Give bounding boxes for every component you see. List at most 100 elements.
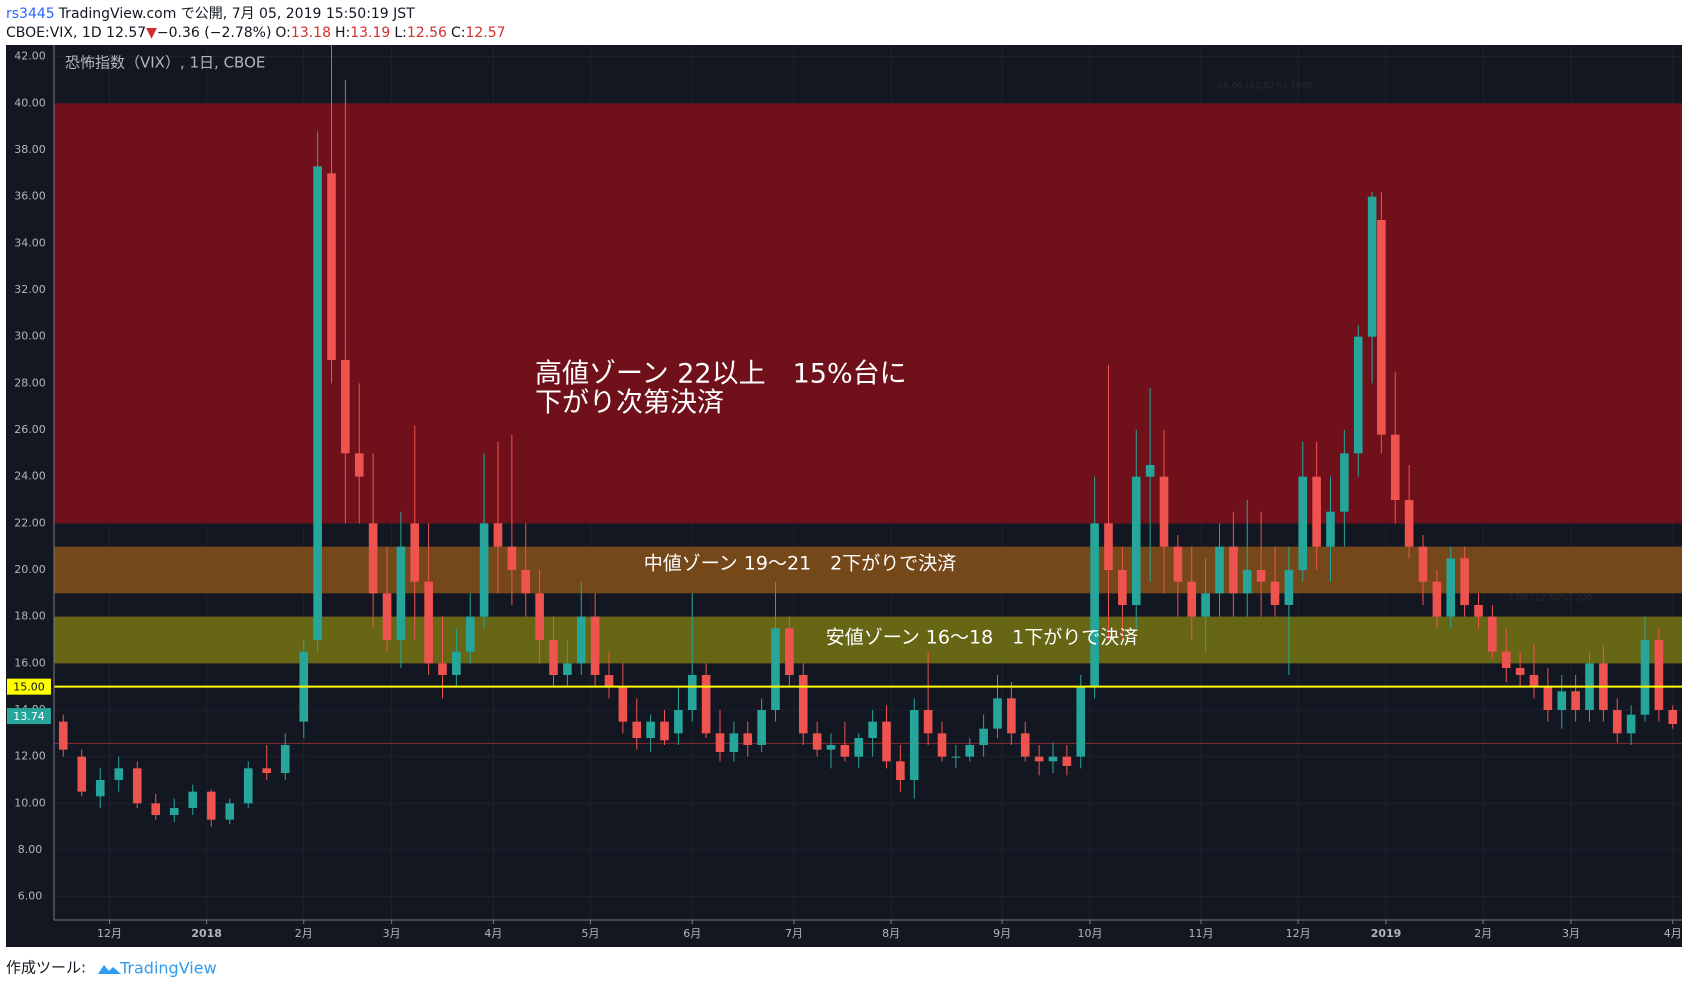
candle-body: [424, 581, 433, 664]
x-tick-label: 2018: [191, 927, 222, 940]
l-label: L:: [394, 25, 407, 41]
candle-body: [1460, 558, 1469, 605]
candle-body: [1557, 691, 1567, 710]
x-tick-label: 10月: [1078, 927, 1103, 940]
candle-body: [77, 756, 87, 792]
candle-body: [410, 523, 420, 582]
c-label: C:: [451, 25, 466, 41]
price-tag: [7, 708, 51, 725]
candle-body: [771, 628, 780, 710]
candle-body: [465, 616, 475, 652]
candle-body: [549, 640, 558, 675]
candle-body: [826, 745, 836, 750]
candle-body: [243, 768, 253, 804]
candle-body: [1571, 691, 1580, 710]
candle-body: [674, 710, 683, 734]
candle-body: [368, 523, 378, 594]
candle-body: [132, 768, 142, 804]
plot-layer: 6.008.0010.0012.0014.0016.0018.0020.0022…: [7, 45, 1682, 940]
candle-body: [313, 166, 322, 641]
candle-body: [1353, 336, 1363, 454]
symbol: CBOE:VIX, 1D 12.57: [6, 25, 146, 41]
measure-label: 2.00 (12.50%) 200: [1508, 594, 1593, 604]
zone: [54, 546, 1682, 594]
x-tick-label: 9月: [993, 927, 1011, 940]
x-tick-label: 2月: [1474, 927, 1492, 940]
candle-body: [1201, 593, 1210, 617]
candle-body: [452, 651, 461, 675]
candle-body: [854, 738, 864, 757]
candle-body: [757, 710, 766, 745]
zone-text: 高値ゾーン 22以上 15%台に: [535, 359, 907, 390]
candle-body: [1270, 581, 1280, 605]
candle-body: [923, 710, 933, 734]
price-tag-label: 15.00: [13, 681, 45, 694]
candle-body: [1654, 640, 1664, 710]
x-tick-label: 2月: [295, 927, 313, 940]
candle-body: [188, 791, 198, 808]
price-tag-label: 13.74: [13, 710, 45, 723]
candle-body: [1543, 686, 1553, 710]
arrow: ▼: [146, 25, 157, 41]
candle-body: [1501, 651, 1511, 668]
candle-body: [618, 686, 628, 722]
candle-body: [114, 768, 124, 780]
zone: [54, 103, 1682, 524]
candle-body: [1034, 756, 1044, 762]
x-tick-label: 12月: [97, 927, 122, 940]
x-tick-label: 4月: [1664, 927, 1682, 940]
x-tick-label: 11月: [1189, 927, 1214, 940]
candle-body: [1007, 698, 1016, 734]
candle-body: [1104, 523, 1113, 570]
candle-body: [1118, 570, 1127, 605]
candle-body: [743, 733, 753, 745]
x-tick-label: 12月: [1286, 927, 1311, 940]
candle-body: [687, 675, 697, 710]
candle-body: [1062, 756, 1072, 766]
x-tick-label: 8月: [882, 927, 900, 940]
candle-body: [95, 780, 105, 797]
o-value: 13.18: [291, 25, 331, 41]
candle-body: [882, 721, 891, 762]
candle-body: [604, 675, 614, 687]
measure-label: 18.00 (81.82%) 1800: [1217, 82, 1313, 92]
candle-body: [1404, 500, 1414, 547]
header-line1: rs3445 TradingView.com で公開, 7月 05, 2019 1…: [6, 6, 415, 22]
y-tick-label: 24.00: [14, 470, 46, 483]
candle-body: [479, 523, 489, 617]
zone-text: 中値ゾーン 19～21 2下がりで決済: [644, 553, 957, 575]
footer-brand[interactable]: TradingView: [119, 959, 217, 978]
y-tick-label: 34.00: [14, 236, 46, 249]
candle-body: [1312, 476, 1321, 547]
candle-body: [521, 570, 531, 594]
candle-body: [354, 453, 364, 477]
candle-body: [909, 710, 919, 780]
candle-body: [1020, 733, 1030, 757]
candle-body: [1640, 640, 1650, 715]
y-tick-label: 28.00: [14, 376, 46, 389]
candle-body: [660, 721, 669, 741]
brand-icon: [98, 965, 121, 974]
y-tick-label: 12.00: [14, 750, 46, 763]
candle-body: [1446, 558, 1456, 617]
candle-body: [1187, 581, 1197, 617]
candle-body: [937, 733, 947, 757]
candle-body: [979, 728, 988, 745]
candle-body: [1432, 581, 1442, 617]
candle-body: [1145, 465, 1155, 477]
price-tag: [7, 678, 51, 695]
candle-body: [438, 663, 447, 675]
y-tick-label: 20.00: [14, 563, 46, 576]
publish-info: TradingView.com で公開, 7月 05, 2019 15:50:1…: [58, 6, 415, 22]
y-tick-label: 38.00: [14, 143, 46, 156]
y-tick-label: 32.00: [14, 283, 46, 296]
candle-body: [1390, 434, 1400, 500]
header-line2: CBOE:VIX, 1D 12.57▼−0.36 (−2.78%) O:13.18…: [6, 25, 506, 41]
candle-body: [327, 173, 336, 360]
candle-body: [507, 546, 517, 570]
candle-body: [493, 523, 503, 547]
candle-body: [206, 791, 216, 820]
candle-body: [868, 721, 877, 738]
user[interactable]: rs3445: [6, 6, 55, 22]
